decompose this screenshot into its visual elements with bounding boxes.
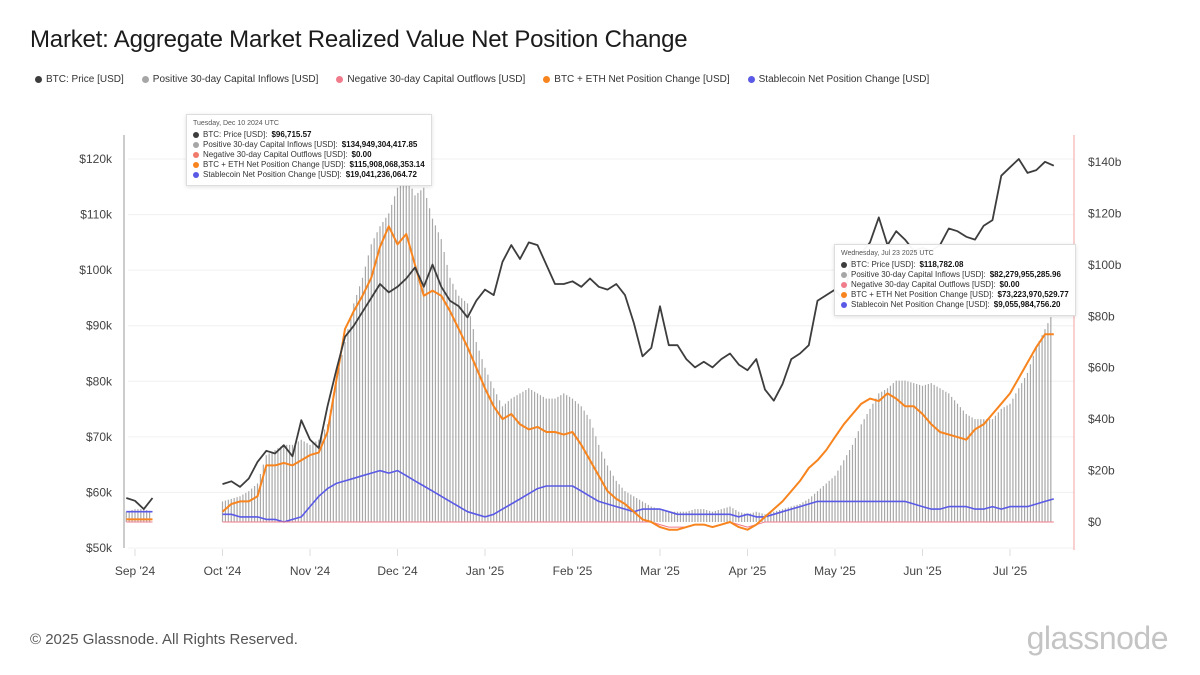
- tooltip-label: Stablecoin Net Position Change [USD]:: [851, 300, 990, 309]
- tooltip-date: Wednesday, Jul 23 2025 UTC: [841, 250, 934, 257]
- tooltip-row: BTC + ETH Net Position Change [USD]: $11…: [193, 160, 425, 170]
- legend-dot-icon: [336, 76, 344, 83]
- tooltip-row: BTC: Price [USD]: $118,782.08: [841, 260, 1069, 270]
- x-tick-label: Nov '24: [290, 564, 331, 578]
- legend-item-stablecoin-net[interactable]: Stablecoin Net Position Change [USD]: [747, 74, 930, 85]
- chart-legend: BTC: Price [USD] Positive 30-day Capital…: [35, 74, 929, 85]
- tooltip-dec-10-2024: Tuesday, Dec 10 2024 UTC BTC: Price [USD…: [186, 114, 432, 186]
- y-right-tick-label: $80b: [1088, 309, 1115, 323]
- legend-label: Stablecoin Net Position Change [USD]: [758, 74, 930, 85]
- tooltip-jul-23-2025: Wednesday, Jul 23 2025 UTC BTC: Price [U…: [834, 244, 1076, 316]
- series-dot-icon: [193, 142, 199, 148]
- tooltip-label: BTC: Price [USD]:: [203, 130, 268, 139]
- legend-dot-icon: [141, 76, 149, 83]
- glassnode-logo: glassnode: [1026, 620, 1169, 656]
- tooltip-value: $19,041,236,064.72: [345, 170, 417, 179]
- tooltip-value: $0.00: [999, 280, 1020, 289]
- tooltip-value: $115,908,068,353.14: [349, 160, 425, 169]
- y-left-tick-label: $80k: [86, 374, 113, 388]
- tooltip-label: BTC + ETH Net Position Change [USD]:: [203, 160, 346, 169]
- chart-title: Market: Aggregate Market Realized Value …: [30, 26, 688, 53]
- legend-dot-icon: [747, 76, 755, 83]
- tooltip-row: Negative 30-day Capital Outflows [USD]: …: [193, 150, 425, 160]
- y-left-tick-label: $60k: [86, 485, 113, 499]
- legend-dot-icon: [35, 76, 42, 83]
- y-left-tick-label: $50k: [86, 541, 113, 555]
- legend-label: Positive 30-day Capital Inflows [USD]: [152, 74, 319, 85]
- tooltip-row: Stablecoin Net Position Change [USD]: $9…: [841, 300, 1069, 310]
- series-dot-icon: [841, 262, 847, 268]
- grid-lines: [128, 158, 1074, 549]
- tooltip-label: BTC: Price [USD]:: [851, 260, 916, 269]
- tooltip-row: BTC: Price [USD]: $96,715.57: [193, 130, 425, 140]
- y-right-tick-label: $120b: [1088, 206, 1122, 220]
- y-left-tick-label: $70k: [86, 430, 113, 444]
- y-right-tick-label: $20b: [1088, 464, 1115, 478]
- tooltip-value: $96,715.57: [271, 130, 312, 139]
- legend-item-positive-inflows[interactable]: Positive 30-day Capital Inflows [USD]: [141, 74, 319, 85]
- tooltip-row: BTC + ETH Net Position Change [USD]: $73…: [841, 290, 1069, 300]
- tooltip-row: Negative 30-day Capital Outflows [USD]: …: [841, 280, 1069, 290]
- tooltip-value: $0.00: [351, 150, 372, 159]
- x-tick-label: Sep '24: [115, 564, 156, 578]
- legend-label: BTC + ETH Net Position Change [USD]: [554, 74, 730, 85]
- series-dot-icon: [841, 302, 847, 308]
- tooltip-value: $134,949,304,417.85: [341, 140, 418, 149]
- x-tick-label: Mar '25: [640, 564, 680, 578]
- series-dot-icon: [841, 292, 847, 298]
- btc-eth-net-line: [126, 225, 1054, 531]
- tooltip-row: Stablecoin Net Position Change [USD]: $1…: [193, 170, 425, 180]
- legend-label: Negative 30-day Capital Outflows [USD]: [347, 74, 526, 85]
- tooltip-value: $9,055,984,756.20: [993, 300, 1061, 309]
- series-dot-icon: [193, 132, 199, 138]
- tooltip-value: $118,782.08: [919, 260, 964, 269]
- y-left-tick-label: $120k: [79, 152, 113, 166]
- series-dot-icon: [193, 162, 199, 168]
- x-tick-label: Jun '25: [903, 564, 942, 578]
- legend-dot-icon: [543, 76, 551, 83]
- tooltip-label: Negative 30-day Capital Outflows [USD]:: [851, 280, 996, 289]
- inflow-bars: [125, 174, 1052, 522]
- x-tick-label: Apr '25: [729, 564, 767, 578]
- y-left-tick-label: $100k: [79, 263, 113, 277]
- x-tick-label: Jan '25: [466, 564, 505, 578]
- tooltip-label: Positive 30-day Capital Inflows [USD]:: [203, 140, 338, 149]
- tooltip-label: Stablecoin Net Position Change [USD]:: [203, 170, 342, 179]
- y-right-tick-label: $140b: [1088, 155, 1122, 169]
- series-lines: [126, 158, 1055, 531]
- series-dot-icon: [841, 272, 847, 278]
- legend-label: BTC: Price [USD]: [46, 74, 124, 85]
- tooltip-label: Positive 30-day Capital Inflows [USD]:: [851, 270, 986, 279]
- tooltip-row: Positive 30-day Capital Inflows [USD]: $…: [841, 270, 1069, 280]
- tooltip-value: $73,223,970,529.77: [997, 290, 1069, 299]
- series-dot-icon: [193, 152, 199, 158]
- tooltip-date: Tuesday, Dec 10 2024 UTC: [193, 120, 279, 127]
- x-tick-label: Feb '25: [553, 564, 593, 578]
- tooltip-value: $82,279,955,285.96: [989, 270, 1061, 279]
- y-right-tick-label: $40b: [1088, 412, 1115, 426]
- x-tick-label: Jul '25: [993, 564, 1028, 578]
- negative-outflows-line: [126, 521, 1054, 528]
- legend-item-btc-eth-net[interactable]: BTC + ETH Net Position Change [USD]: [543, 74, 730, 85]
- x-tick-label: Dec '24: [377, 564, 418, 578]
- legend-item-negative-outflows[interactable]: Negative 30-day Capital Outflows [USD]: [336, 74, 525, 85]
- series-dot-icon: [193, 172, 199, 178]
- y-right-tick-label: $100b: [1088, 258, 1122, 272]
- y-left-tick-label: $110k: [80, 208, 113, 222]
- x-tick-label: May '25: [814, 564, 856, 578]
- y-left-tick-label: $90k: [86, 319, 113, 333]
- copyright-text: © 2025 Glassnode. All Rights Reserved.: [30, 631, 298, 648]
- x-tick-label: Oct '24: [204, 564, 242, 578]
- series-dot-icon: [841, 282, 847, 288]
- legend-item-btc-price[interactable]: BTC: Price [USD]: [35, 74, 124, 85]
- y-right-tick-label: $0: [1088, 515, 1102, 529]
- stablecoin-net-line: [126, 469, 1055, 523]
- axes: $50k $60k $70k $80k $90k $100k $110k $120k $0 $20…: [79, 135, 1122, 578]
- tooltip-label: BTC + ETH Net Position Change [USD]:: [851, 290, 994, 299]
- tooltip-label: Negative 30-day Capital Outflows [USD]:: [203, 150, 348, 159]
- tooltip-row: Positive 30-day Capital Inflows [USD]: $…: [193, 140, 425, 150]
- y-right-tick-label: $60b: [1088, 361, 1115, 375]
